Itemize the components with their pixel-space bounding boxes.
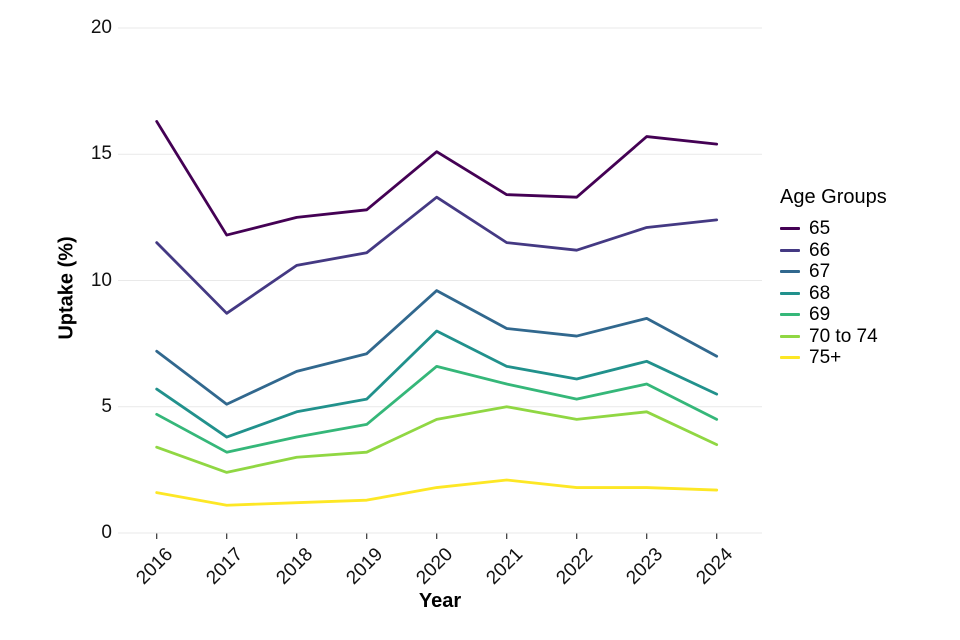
series-line-70 to 74	[155, 405, 719, 474]
legend-swatch-icon	[780, 334, 800, 338]
series-line-75+	[155, 478, 719, 507]
legend-swatch-icon	[780, 248, 800, 252]
series-line-68	[155, 329, 719, 439]
legend-item-75+: 75+	[780, 347, 955, 369]
legend-item-66: 66	[780, 240, 955, 262]
legend-label: 67	[809, 261, 831, 283]
legend-swatch-icon	[780, 313, 800, 317]
y-tick-label-5: 5	[101, 395, 112, 417]
legend-item-69: 69	[780, 304, 955, 326]
legend-title: Age Groups	[780, 186, 887, 208]
legend-swatch-icon	[780, 291, 800, 295]
y-tick-label-0: 0	[101, 522, 112, 543]
legend-item-65: 65	[780, 218, 955, 240]
legend: Age Groups 65 66 67 68 69 70 to 74 75+	[780, 186, 955, 369]
legend-label: 69	[809, 304, 831, 326]
legend-item-68: 68	[780, 283, 955, 305]
legend-label: 65	[809, 218, 831, 240]
legend-label: 70 to 74	[809, 325, 878, 347]
legend-item-67: 67	[780, 261, 955, 283]
series-line-66	[155, 195, 719, 315]
y-tick-label-10: 10	[90, 269, 112, 291]
y-tick-label-20: 20	[90, 17, 112, 38]
y-tick-label-15: 15	[90, 143, 112, 165]
series-line-67	[155, 289, 719, 406]
legend-label: 68	[809, 282, 831, 304]
x-axis-title: Year	[418, 590, 462, 612]
legend-label: 75+	[809, 347, 842, 369]
legend-swatch-icon	[780, 270, 800, 274]
legend-label: 66	[809, 239, 831, 261]
legend-item-70 to 74: 70 to 74	[780, 326, 955, 348]
legend-swatch-icon	[780, 227, 800, 231]
legend-swatch-icon	[780, 356, 800, 360]
series-line-65	[155, 120, 719, 237]
legend-items: 65 66 67 68 69 70 to 74 75+	[780, 218, 955, 369]
series-line-69	[155, 364, 719, 454]
